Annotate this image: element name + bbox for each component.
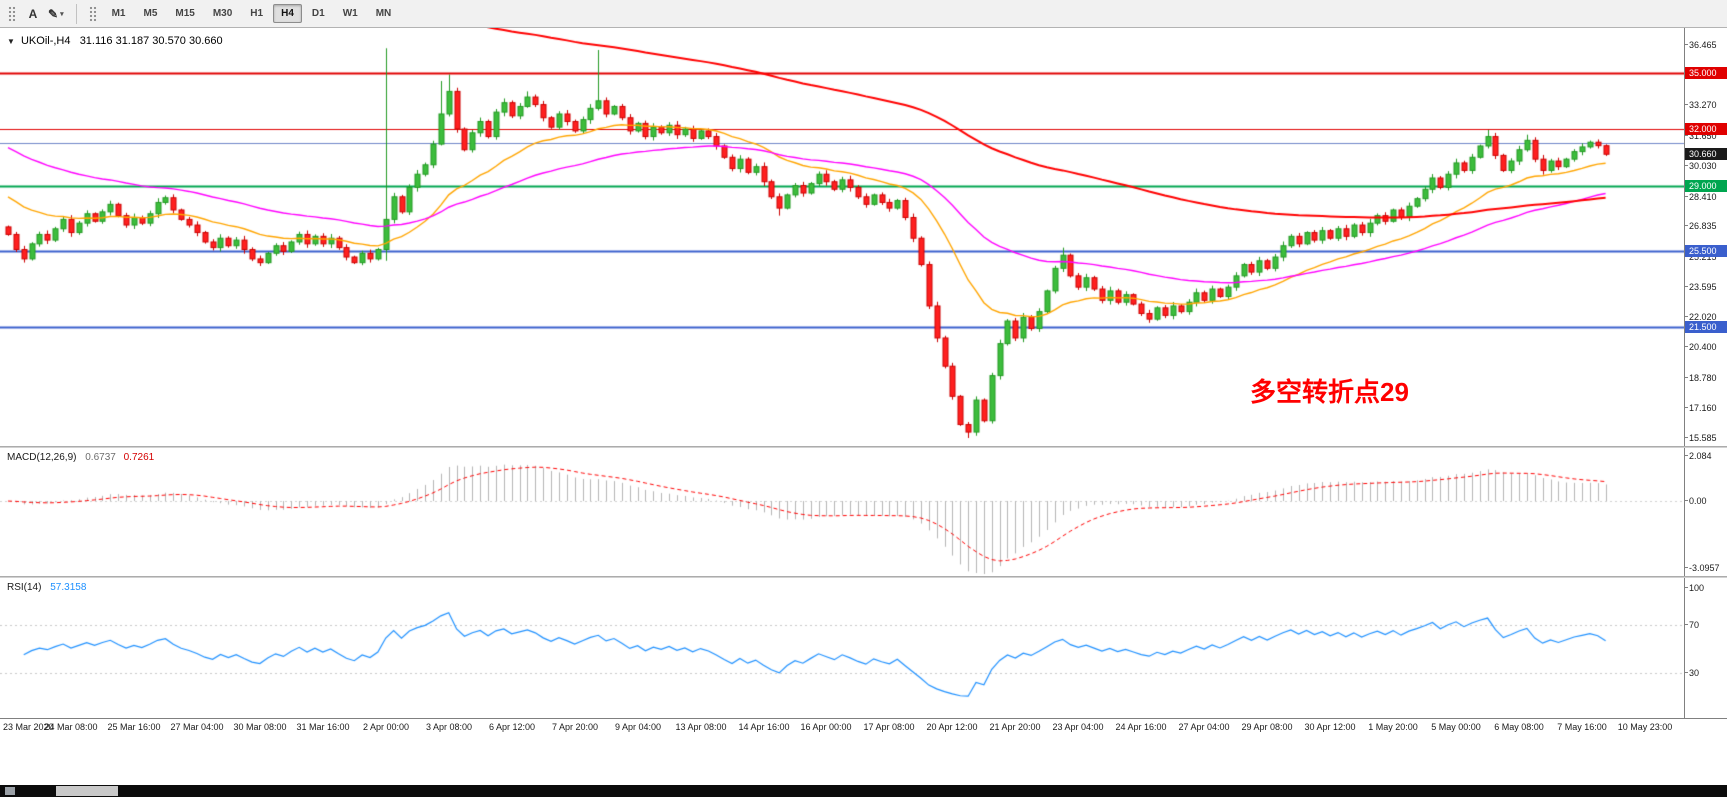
price-tick: 26.835 — [1684, 221, 1717, 232]
date-label: 24 Apr 16:00 — [1115, 722, 1167, 732]
price-line-badge[interactable]: 35.000 — [1685, 66, 1727, 79]
rsi-tick: 70 — [1683, 619, 1700, 630]
date-label: 25 Mar 16:00 — [107, 722, 161, 732]
chart-menu-icon[interactable]: ▼ — [7, 37, 15, 46]
price-line-badge[interactable]: 30.660 — [1685, 148, 1727, 161]
date-label: 7 May 16:00 — [1557, 722, 1607, 732]
date-label: 27 Mar 04:00 — [170, 722, 224, 732]
price-tick: 15.585 — [1684, 433, 1717, 443]
price-scale[interactable]: 36.46533.27031.65030.03028.41026.83525.2… — [1684, 28, 1727, 446]
panel-separator[interactable] — [0, 576, 1727, 578]
price-tick: 31.650 — [1684, 130, 1717, 141]
timeframe-button-m30[interactable]: M30 — [212, 8, 233, 19]
bottom-bar-item[interactable] — [5, 787, 15, 795]
price-tick: 28.410 — [1684, 191, 1717, 202]
rsi-label: RSI(14) 57.3158 — [7, 582, 86, 593]
toolbar: A ✎ ▾ M1 M5 M15 M30 H1 H4 D1 W1 MN — [0, 0, 1727, 28]
rsi-tick: 100 — [1683, 583, 1705, 593]
macd-canvas[interactable] — [0, 448, 1684, 576]
date-label: 10 May 23:00 — [1617, 722, 1673, 732]
timeframe-drag-handle[interactable] — [88, 5, 97, 22]
date-label: 30 Apr 12:00 — [1304, 722, 1356, 732]
date-label: 23 Mar 2020 — [3, 722, 54, 732]
chart-title: ▼ UKOil-,H4 31.116 31.187 30.570 30.660 — [7, 35, 223, 47]
date-label: 24 Mar 08:00 — [44, 722, 98, 732]
price-line-badge[interactable]: 29.000 — [1685, 179, 1727, 192]
price-tick: 23.595 — [1684, 282, 1717, 293]
caret-down-icon: ▾ — [60, 10, 64, 18]
price-tick: 36.465 — [1684, 40, 1717, 50]
date-label: 9 Apr 04:00 — [614, 722, 662, 732]
shapes-tool-button[interactable]: ✎ ▾ — [48, 6, 64, 21]
macd-label: MACD(12,26,9) 0.6737 0.7261 — [7, 452, 154, 463]
bottom-bar — [0, 785, 1727, 797]
price-chart-canvas[interactable] — [0, 28, 1684, 446]
price-tick: 33.270 — [1684, 100, 1717, 111]
rsi-canvas[interactable] — [0, 578, 1684, 718]
price-line-badge[interactable]: 32.000 — [1685, 123, 1727, 136]
bottom-bar-tab[interactable] — [56, 786, 118, 796]
rsi-value: 57.3158 — [50, 582, 87, 593]
toolbar-separator — [75, 3, 77, 24]
drawing-tools-group: A ✎ ▾ — [22, 3, 68, 24]
date-label: 1 May 20:00 — [1368, 722, 1418, 732]
macd-main-value: 0.6737 — [85, 452, 116, 463]
macd-tick: -3.0957 — [1684, 563, 1720, 573]
price-line-badge[interactable]: 21.500 — [1685, 320, 1727, 333]
timeframe-button-m15[interactable]: M15 — [175, 8, 195, 19]
chart-symbol-period: UKOil-,H4 — [20, 35, 71, 47]
macd-tick: 0.00 — [1684, 496, 1707, 507]
price-line-badge[interactable]: 25.500 — [1685, 245, 1727, 258]
timeframe-button-m5[interactable]: M5 — [143, 8, 158, 19]
date-label: 31 Mar 16:00 — [296, 722, 350, 732]
time-scale[interactable]: 23 Mar 2020 24 Mar 08:00 25 Mar 16:00 27 Ma… — [0, 718, 1727, 734]
date-label: 30 Mar 08:00 — [233, 722, 287, 732]
date-label: 6 May 08:00 — [1494, 722, 1544, 732]
macd-name: MACD(12,26,9) — [7, 452, 77, 463]
timeframe-button-w1[interactable]: W1 — [342, 8, 358, 19]
date-label: 7 Apr 20:00 — [551, 722, 599, 732]
date-label: 2 Apr 00:00 — [362, 722, 410, 732]
price-tick: 22.020 — [1684, 311, 1717, 322]
date-label: 6 Apr 12:00 — [488, 722, 536, 732]
date-label: 23 Apr 04:00 — [1052, 722, 1104, 732]
date-label: 20 Apr 12:00 — [926, 722, 978, 732]
date-label: 5 May 00:00 — [1431, 722, 1481, 732]
date-label: 3 Apr 08:00 — [425, 722, 473, 732]
rsi-name: RSI(14) — [7, 582, 42, 593]
timeframe-button-mn[interactable]: MN — [375, 8, 392, 19]
chart-ohlc-values: 31.116 31.187 30.570 30.660 — [79, 35, 223, 47]
price-tick: 18.780 — [1684, 372, 1717, 383]
timeframe-button-h4[interactable]: H4 — [273, 4, 302, 23]
chart-annotation[interactable]: 多空转折点29 — [1250, 377, 1409, 407]
macd-scale[interactable]: 2.084 0.00 -3.0957 — [1684, 448, 1727, 576]
price-tick: 30.030 — [1684, 161, 1717, 172]
date-label: 16 Apr 00:00 — [800, 722, 852, 732]
toolbar-drag-handle[interactable] — [8, 5, 16, 22]
text-tool-button[interactable]: A — [28, 6, 38, 21]
timeframe-button-h1[interactable]: H1 — [250, 8, 264, 19]
date-label: 21 Apr 20:00 — [989, 722, 1041, 732]
macd-tick: 2.084 — [1684, 451, 1712, 461]
date-label: 27 Apr 04:00 — [1178, 722, 1230, 732]
rsi-scale[interactable]: 100 70 30 — [1683, 578, 1727, 718]
panel-separator[interactable] — [0, 446, 1727, 448]
macd-panel: MACD(12,26,9) 0.6737 0.7261 2.084 0.00 -3.… — [0, 448, 1727, 576]
timeframe-group: M1 M5 M15 M30 H1 H4 D1 W1 MN — [103, 4, 401, 23]
date-label: 17 Apr 08:00 — [863, 722, 915, 732]
price-tick: 20.400 — [1684, 342, 1717, 353]
date-label: 13 Apr 08:00 — [675, 722, 727, 732]
macd-signal-value: 0.7261 — [123, 452, 155, 463]
timeframe-button-d1[interactable]: D1 — [311, 8, 325, 19]
timeframe-button-m1[interactable]: M1 — [111, 8, 126, 19]
rsi-panel: RSI(14) 57.3158 100 70 30 — [0, 578, 1727, 718]
price-chart-panel: ▼ UKOil-,H4 31.116 31.187 30.570 30.660 … — [0, 28, 1727, 446]
date-label: 14 Apr 16:00 — [738, 722, 790, 732]
price-tick: 17.160 — [1684, 403, 1717, 414]
rsi-tick: 30 — [1683, 668, 1700, 679]
date-label: 29 Apr 08:00 — [1241, 722, 1293, 732]
